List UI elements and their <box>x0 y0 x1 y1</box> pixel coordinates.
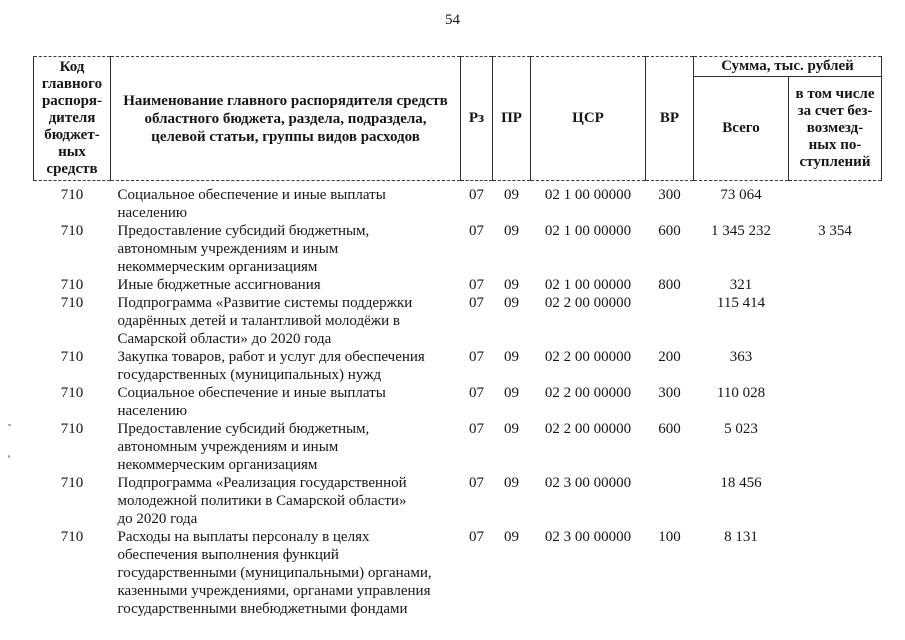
cell-vr: 800 <box>658 277 681 293</box>
table-row: 710 Социальное обеспечение и иные выплат… <box>34 181 882 223</box>
header-name: Наименование главного распорядителя сред… <box>110 56 461 181</box>
header-total: Всего <box>693 76 789 181</box>
cell-total: 363 <box>729 349 753 365</box>
cell-code: 710 <box>60 529 84 545</box>
cell-csr: 02 1 00 00000 <box>544 277 632 293</box>
cell-total: 1 345 232 <box>711 223 771 239</box>
table-row: 710 Предоставление субсидий бюджетным, а… <box>34 222 882 276</box>
cell-name: Предоставление субсидий бюджетным, автон… <box>117 421 370 473</box>
table-row: 710 Подпрограмма «Развитие системы подде… <box>34 294 882 348</box>
cell-csr: 02 1 00 00000 <box>544 223 632 239</box>
header-vr: ВР <box>645 56 694 181</box>
header-code: Код главного распоря- дителя бюджет- ных… <box>33 56 111 181</box>
cell-vr: 300 <box>658 385 681 401</box>
cell-total: 321 <box>729 277 753 293</box>
cell-code: 710 <box>60 385 84 401</box>
cell-rz: 07 <box>469 349 484 365</box>
cell-gratuitous <box>789 294 882 348</box>
cell-gratuitous <box>789 528 882 618</box>
cell-csr: 02 1 00 00000 <box>544 187 632 203</box>
header-pr: ПР <box>492 56 531 181</box>
budget-table: Код главного распоря- дителя бюджет- ных… <box>33 56 882 618</box>
cell-name: Социальное обеспечение и иные выплаты на… <box>117 187 386 221</box>
cell-name: Подпрограмма «Реализация государственной… <box>117 475 407 527</box>
cell-name: Предоставление субсидий бюджетным, автон… <box>117 223 370 275</box>
table-row: 710 Предоставление субсидий бюджетным, а… <box>34 420 882 474</box>
cell-rz: 07 <box>469 475 484 491</box>
table-row: 710 Социальное обеспечение и иные выплат… <box>34 384 882 420</box>
header-gratuitous: в том числе за счет без- возмезд- ных по… <box>788 76 882 181</box>
table-row: 710 Закупка товаров, работ и услуг для о… <box>34 348 882 384</box>
cell-total: 110 028 <box>716 385 766 401</box>
cell-pr: 09 <box>504 385 519 401</box>
cell-name: Подпрограмма «Развитие системы поддержки… <box>117 295 413 347</box>
cell-total: 73 064 <box>720 187 762 203</box>
cell-gratuitous <box>789 181 882 223</box>
table-row: 710 Подпрограмма «Реализация государстве… <box>34 474 882 528</box>
cell-code: 710 <box>60 223 84 239</box>
cell-name: Расходы на выплаты персоналу в целях обе… <box>117 529 432 617</box>
scan-speck <box>8 455 10 458</box>
cell-pr: 09 <box>504 475 519 491</box>
cell-csr: 02 2 00 00000 <box>544 349 632 365</box>
cell-code: 710 <box>60 475 84 491</box>
cell-rz: 07 <box>469 223 484 239</box>
cell-pr: 09 <box>504 223 519 239</box>
cell-total: 18 456 <box>720 475 762 491</box>
table-row: 710 Иные бюджетные ассигнования 07 09 02… <box>34 276 882 294</box>
cell-name: Социальное обеспечение и иные выплаты на… <box>117 385 386 419</box>
cell-gratuitous <box>789 348 882 384</box>
scan-speck <box>8 424 11 426</box>
cell-rz: 07 <box>469 529 484 545</box>
cell-rz: 07 <box>469 385 484 401</box>
cell-gratuitous: 3 354 <box>818 223 852 239</box>
cell-vr <box>646 474 694 528</box>
cell-rz: 07 <box>469 421 484 437</box>
cell-vr: 600 <box>658 223 681 239</box>
header-rz: Рз <box>460 56 493 181</box>
cell-gratuitous <box>789 420 882 474</box>
cell-name: Закупка товаров, работ и услуг для обесп… <box>117 349 425 383</box>
cell-pr: 09 <box>504 529 519 545</box>
cell-name: Иные бюджетные ассигнования <box>117 277 321 293</box>
header-sum: Сумма, тыс. рублей <box>693 56 882 77</box>
cell-csr: 02 3 00 00000 <box>544 529 632 545</box>
cell-pr: 09 <box>504 187 519 203</box>
cell-gratuitous <box>789 384 882 420</box>
cell-vr: 200 <box>658 349 681 365</box>
cell-code: 710 <box>60 421 84 437</box>
table-body: 710 Социальное обеспечение и иные выплат… <box>34 181 882 619</box>
cell-total: 5 023 <box>724 421 758 437</box>
cell-vr: 600 <box>658 421 681 437</box>
cell-code: 710 <box>60 295 84 311</box>
cell-gratuitous <box>789 276 882 294</box>
table-row: 710 Расходы на выплаты персоналу в целях… <box>34 528 882 618</box>
cell-pr: 09 <box>504 277 519 293</box>
cell-code: 710 <box>60 277 84 293</box>
cell-csr: 02 2 00 00000 <box>544 385 632 401</box>
cell-rz: 07 <box>469 295 484 311</box>
cell-vr <box>646 294 694 348</box>
cell-csr: 02 2 00 00000 <box>544 295 632 311</box>
cell-csr: 02 2 00 00000 <box>544 421 632 437</box>
cell-csr: 02 3 00 00000 <box>544 475 632 491</box>
cell-code: 710 <box>60 187 84 203</box>
cell-pr: 09 <box>504 421 519 437</box>
cell-code: 710 <box>60 349 84 365</box>
cell-vr: 300 <box>658 187 681 203</box>
cell-rz: 07 <box>469 277 484 293</box>
cell-pr: 09 <box>504 349 519 365</box>
cell-gratuitous <box>789 474 882 528</box>
cell-vr: 100 <box>658 529 681 545</box>
table-header: Код главного распоря- дителя бюджет- ных… <box>33 56 882 181</box>
page-number: 54 <box>445 12 460 28</box>
header-csr: ЦСР <box>530 56 646 181</box>
cell-pr: 09 <box>504 295 519 311</box>
cell-rz: 07 <box>469 187 484 203</box>
cell-total: 8 131 <box>724 529 758 545</box>
cell-total: 115 414 <box>716 295 766 311</box>
